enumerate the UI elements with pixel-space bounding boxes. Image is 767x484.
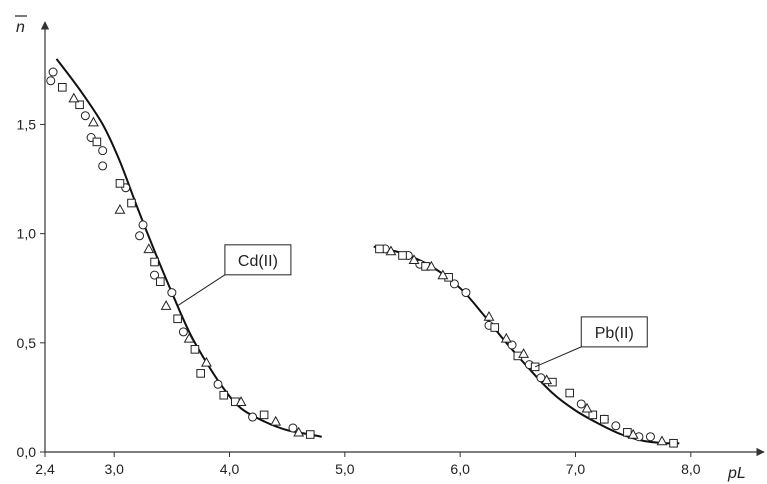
y-tick-label: 1,0 bbox=[17, 226, 37, 242]
triangle-marker bbox=[518, 348, 530, 358]
circle-marker bbox=[248, 412, 258, 422]
annotation-box bbox=[580, 316, 648, 348]
triangle-marker bbox=[114, 203, 126, 214]
square-marker bbox=[259, 410, 269, 420]
triangle-marker bbox=[68, 92, 80, 103]
triangle-marker bbox=[87, 116, 99, 127]
square-marker bbox=[669, 438, 678, 448]
circle-marker bbox=[135, 231, 145, 241]
circle-marker bbox=[80, 111, 90, 121]
annotation-label: Cd(II) bbox=[238, 253, 278, 270]
square-marker bbox=[190, 345, 200, 354]
square-marker bbox=[600, 414, 609, 424]
square-marker bbox=[57, 83, 67, 92]
square-marker bbox=[115, 179, 125, 188]
annotation-leader bbox=[177, 274, 226, 307]
triangle-marker bbox=[500, 332, 512, 343]
circle-marker bbox=[645, 432, 655, 442]
square-marker bbox=[375, 244, 384, 254]
circle-marker bbox=[48, 67, 58, 77]
x-tick-label: 8,0 bbox=[681, 461, 701, 477]
x-tick-label: 5,0 bbox=[335, 461, 355, 477]
x-tick-label: 2,4 bbox=[35, 461, 55, 477]
square-marker bbox=[150, 257, 159, 267]
triangle-marker bbox=[437, 269, 449, 280]
triangle-marker bbox=[483, 310, 495, 321]
square-marker bbox=[623, 428, 632, 437]
triangle-marker bbox=[183, 332, 195, 343]
triangle-marker bbox=[143, 243, 155, 254]
circle-marker bbox=[98, 146, 108, 156]
square-marker bbox=[588, 410, 598, 420]
curve-cdii bbox=[55, 58, 323, 438]
circle-marker bbox=[213, 379, 223, 389]
square-marker bbox=[127, 198, 136, 208]
triangle-marker bbox=[270, 415, 282, 426]
square-marker bbox=[530, 362, 540, 372]
square-marker bbox=[490, 323, 500, 332]
square-marker bbox=[305, 430, 315, 439]
x-tick-label: 7,0 bbox=[566, 461, 586, 477]
circle-marker bbox=[449, 279, 459, 289]
circle-marker bbox=[611, 421, 621, 431]
triangle-marker bbox=[293, 426, 305, 437]
square-marker bbox=[173, 314, 182, 324]
y-tick-label: 0,5 bbox=[17, 335, 37, 351]
circle-marker bbox=[98, 161, 108, 171]
triangle-marker bbox=[385, 245, 397, 256]
triangle-marker bbox=[656, 435, 668, 446]
x-tick-label: 3,0 bbox=[104, 461, 124, 477]
circle-marker bbox=[288, 423, 298, 433]
annotations: Cd(II) Pb(II) bbox=[177, 244, 648, 368]
annotation-leader bbox=[534, 346, 582, 368]
square-marker bbox=[219, 390, 229, 400]
x-tick-label: 6,0 bbox=[450, 461, 470, 477]
y-tick-label: 0,0 bbox=[17, 444, 37, 460]
data-points bbox=[46, 67, 678, 448]
circle-marker bbox=[461, 288, 471, 298]
circle-marker bbox=[167, 288, 177, 298]
triangle-marker bbox=[541, 374, 553, 385]
square-marker bbox=[92, 137, 102, 147]
circle-marker bbox=[576, 399, 586, 409]
triangle-marker bbox=[160, 300, 172, 310]
triangle-marker bbox=[581, 402, 593, 413]
triangle-marker bbox=[201, 356, 212, 367]
y-tick-label: 1,5 bbox=[17, 116, 37, 132]
axes: 2,4 3,0 4,0 5,0 6,0 7,0 8,0 0,0 0,5 1,0 1,5 n pL bbox=[15, 15, 765, 482]
square-marker bbox=[196, 369, 205, 378]
triangle-marker bbox=[425, 260, 437, 271]
square-marker bbox=[398, 251, 407, 260]
x-tick-label: 4,0 bbox=[220, 461, 240, 477]
triangle-marker bbox=[235, 396, 247, 406]
square-marker bbox=[75, 100, 84, 110]
y-axis-label: n bbox=[16, 19, 25, 36]
triangle-marker bbox=[627, 428, 639, 439]
triangle-marker bbox=[408, 254, 420, 265]
x-axis-label: pL bbox=[727, 465, 746, 482]
annotation-box bbox=[224, 244, 292, 276]
circle-marker bbox=[46, 76, 56, 86]
square-marker bbox=[565, 388, 575, 398]
circle-marker bbox=[150, 270, 160, 280]
square-marker bbox=[156, 277, 165, 286]
circle-marker bbox=[178, 327, 188, 337]
circle-marker bbox=[507, 340, 517, 350]
circle-marker bbox=[138, 220, 148, 230]
annotation-label: Pb(II) bbox=[595, 325, 634, 342]
